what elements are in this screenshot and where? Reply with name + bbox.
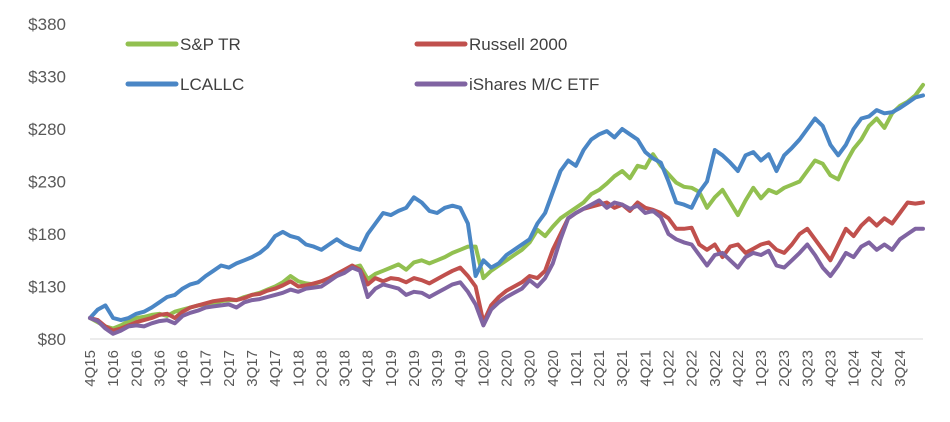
legend-item: iShares M/C ETF <box>414 75 599 94</box>
x-tick-label: 4Q20 <box>545 350 562 387</box>
x-tick-label: 1Q23 <box>753 350 770 387</box>
x-tick-label: 4Q21 <box>637 350 654 387</box>
x-axis: 4Q15 1Q16 2Q16 3Q16 4Q16 1Q17 2Q17 3Q17 4Q17 1Q18… <box>82 338 923 387</box>
legend-label: LCALLC <box>180 75 244 94</box>
series-line-lcallc <box>88 93 925 323</box>
x-tick-label: 4Q18 <box>360 350 377 387</box>
x-tick-label: 2Q22 <box>684 350 701 387</box>
x-tick-label: 1Q20 <box>475 350 492 387</box>
legend-label: Russell 2000 <box>469 35 567 54</box>
x-tick-label: 4Q16 <box>175 350 192 387</box>
legend-item: Russell 2000 <box>414 35 567 54</box>
x-tick-label: 1Q16 <box>105 350 122 387</box>
x-tick-label: 3Q23 <box>799 350 816 387</box>
x-tick-label: 4Q19 <box>452 350 469 387</box>
x-tick-label: 4Q23 <box>822 350 839 387</box>
x-tick-label: 1Q18 <box>290 350 307 387</box>
x-tick-label: 3Q17 <box>244 350 261 387</box>
x-tick-label: 1Q19 <box>383 350 400 387</box>
y-tick-label: $80 <box>38 330 66 349</box>
x-tick-label: 2Q21 <box>591 350 608 387</box>
x-tick-label: 3Q22 <box>707 350 724 387</box>
x-tick-label: 1Q24 <box>846 350 863 387</box>
x-tick-label: 2Q23 <box>776 350 793 387</box>
x-tick-label: 4Q22 <box>730 350 747 387</box>
x-tick-label: 1Q22 <box>660 350 677 387</box>
y-tick-label: $180 <box>28 225 66 244</box>
x-tick-label: 3Q18 <box>337 350 354 387</box>
x-tick-label: 2Q18 <box>313 350 330 387</box>
series-line-russell-2000 <box>88 200 925 333</box>
y-tick-label: $330 <box>28 68 66 87</box>
y-tick-label: $380 <box>28 15 66 34</box>
legend: S&P TR Russell 2000 LCALLC iShares M/C ETF <box>125 35 599 94</box>
y-tick-label: $280 <box>28 120 66 139</box>
x-tick-label: 3Q19 <box>429 350 446 387</box>
x-tick-label: 2Q17 <box>221 350 238 387</box>
x-tick-label: 1Q21 <box>568 350 585 387</box>
legend-item: S&P TR <box>125 35 241 54</box>
legend-item: LCALLC <box>125 75 244 94</box>
x-tick-label: 2Q20 <box>499 350 516 387</box>
x-tick-label: 3Q21 <box>614 350 631 387</box>
legend-label: S&P TR <box>180 35 241 54</box>
legend-label: iShares M/C ETF <box>469 75 599 94</box>
y-tick-label: $130 <box>28 278 66 297</box>
y-axis: $80 $130 $180 $230 $280 $330 $380 <box>28 15 66 349</box>
x-tick-label: 2Q24 <box>869 350 886 387</box>
x-tick-label: 2Q19 <box>406 350 423 387</box>
x-tick-label: 2Q16 <box>128 350 145 387</box>
x-tick-label: 1Q17 <box>198 350 215 387</box>
x-tick-label: 4Q15 <box>82 350 99 387</box>
series-line-ishares-m-c-etf <box>88 198 925 336</box>
x-tick-label: 3Q20 <box>522 350 539 387</box>
x-tick-label: 4Q17 <box>267 350 284 387</box>
series-layer <box>88 82 925 336</box>
x-tick-label: 3Q24 <box>892 350 909 387</box>
x-tick-label: 3Q16 <box>151 350 168 387</box>
y-tick-label: $230 <box>28 173 66 192</box>
